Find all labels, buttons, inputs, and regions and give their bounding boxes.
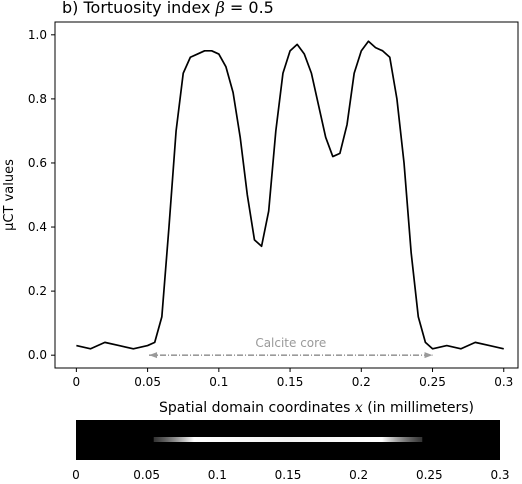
y-tick-label: 0.2: [28, 284, 47, 298]
strip-tick-label: 0.25: [416, 468, 443, 482]
series-line: [76, 40, 504, 350]
x-tick-label: 0.2: [352, 375, 371, 389]
y-axis-label: μCT values: [2, 159, 17, 231]
strip-tick-label: 0.3: [490, 468, 509, 482]
annotation-label: Calcite core: [255, 336, 326, 350]
strip-tick-label: 0.2: [349, 468, 368, 482]
x-axis-label: Spatial domain coordinates x (in millime…: [159, 400, 474, 416]
ct-strip-core: [153, 437, 423, 442]
x-tick-label: 0.1: [209, 375, 228, 389]
x-tick-label: 0.05: [134, 375, 161, 389]
annotation-arrowhead-right: [424, 352, 433, 359]
x-tick-label: 0.3: [494, 375, 513, 389]
y-tick-label: 1.0: [28, 28, 47, 42]
chart-title-prefix: b) Tortuosity index: [62, 0, 216, 17]
strip-tick-label: 0.1: [208, 468, 227, 482]
y-tick-label: 0.8: [28, 92, 47, 106]
chart-title: b) Tortuosity index β = 0.5: [62, 0, 274, 17]
x-axis-label-suffix: (in millimeters): [363, 400, 474, 416]
x-axis-label-prefix: Spatial domain coordinates: [159, 400, 355, 416]
strip-tick-label: 0: [72, 468, 80, 482]
y-tick-label: 0.0: [28, 348, 47, 362]
strip-tick-label: 0.05: [133, 468, 160, 482]
x-tick-label: 0.15: [277, 375, 304, 389]
chart-title-suffix: = 0.5: [224, 0, 274, 17]
x-axis-label-symbol: x: [355, 400, 363, 416]
x-tick-label: 0.25: [419, 375, 446, 389]
y-tick-label: 0.6: [28, 156, 47, 170]
plot-frame: [54, 21, 519, 369]
x-tick-label: 0: [73, 375, 81, 389]
strip-tick-label: 0.15: [275, 468, 302, 482]
chart-title-symbol: β: [215, 0, 225, 17]
y-tick-label: 0.4: [28, 220, 47, 234]
annotation-arrowhead-left: [149, 352, 158, 359]
